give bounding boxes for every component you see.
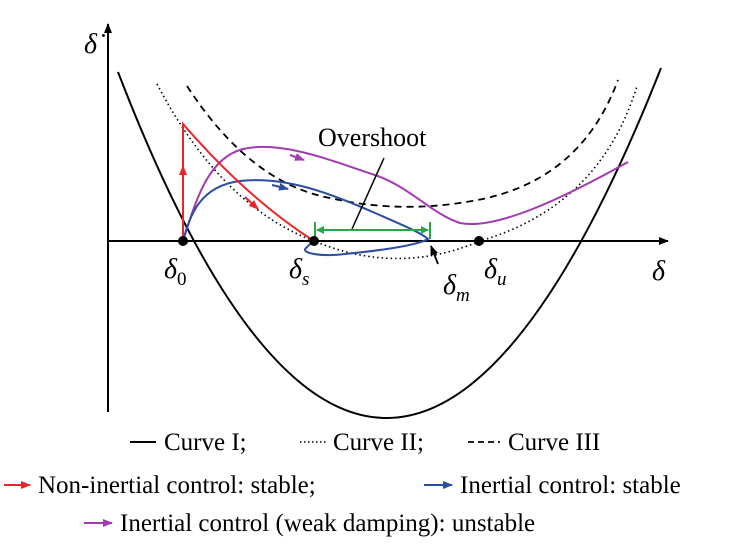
- legend-red-label: Non-inertial control: stable;: [38, 472, 316, 499]
- point-delta-0: [178, 236, 188, 246]
- label-delta-u: δu: [484, 254, 507, 290]
- legend-curve3-label: Curve III: [508, 429, 600, 456]
- legend-blue-label: Inertial control: stable: [460, 472, 681, 499]
- curve-1: [117, 67, 662, 419]
- curve-3: [186, 79, 619, 208]
- legend-purple-label: Inertial control (weak damping): unstabl…: [120, 510, 535, 537]
- svg-text:δ̇: δ̇: [84, 29, 105, 60]
- red-trajectory: [182, 121, 315, 242]
- legend: Curve I; Curve II; Curve III Non-inertia…: [4, 429, 681, 537]
- y-axis-label: δ̇: [84, 29, 105, 60]
- overshoot-label: Overshoot: [318, 123, 427, 152]
- legend-curve2-label: Curve II;: [333, 429, 424, 456]
- legend-curve1-label: Curve I;: [164, 429, 247, 456]
- x-axis-label: δ: [652, 256, 666, 287]
- label-delta-s: δs: [289, 254, 309, 290]
- purple-arrowhead: [289, 153, 305, 161]
- point-delta-u: [474, 236, 484, 246]
- label-delta-m: δm: [443, 270, 470, 306]
- point-delta-s: [309, 236, 319, 246]
- blue-arrowhead: [271, 182, 289, 191]
- overshoot-pointer: [351, 157, 385, 230]
- blue-trajectory: [182, 179, 430, 257]
- label-delta-0: δ0: [164, 254, 187, 290]
- red-arrowhead-down: [244, 196, 259, 210]
- delta-m-pointer: [430, 245, 439, 265]
- purple-trajectory: [182, 145, 629, 242]
- curve-2: [156, 83, 638, 260]
